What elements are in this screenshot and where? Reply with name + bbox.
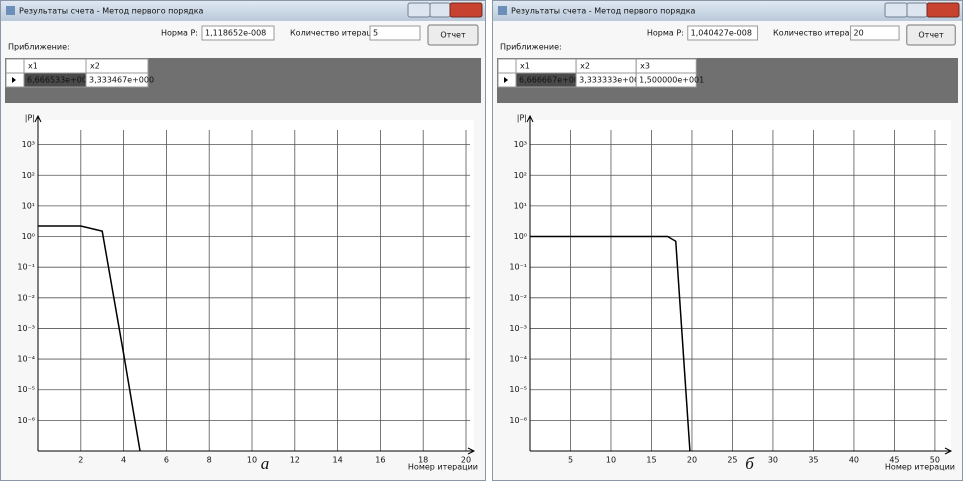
row-header	[6, 59, 24, 73]
y-tick-label: 10⁻¹	[509, 263, 527, 272]
window-title: Результаты счета - Метод первого порядка	[511, 7, 696, 16]
x-tick-label: 10	[247, 456, 257, 465]
close-button[interactable]	[450, 3, 482, 17]
y-tick-label: 10⁰	[514, 232, 527, 241]
x-tick-label: 12	[290, 456, 300, 465]
y-tick-label: 10⁻⁶	[17, 416, 35, 425]
iter-value: 20	[853, 29, 863, 38]
x-tick-label: 35	[808, 456, 818, 465]
x-tick-label: 5	[568, 456, 573, 465]
column-header-label: x3	[640, 62, 650, 71]
minimize-button[interactable]	[408, 3, 430, 17]
approx-label: Приближение:	[500, 43, 562, 52]
close-button[interactable]	[927, 3, 959, 17]
y-tick-label: 10¹	[22, 201, 35, 210]
x-axis-label: Номер итерации	[408, 463, 478, 472]
window-title: Результаты счета - Метод первого порядка	[19, 7, 204, 16]
table-cell-text: 3,333467e+000	[89, 76, 154, 85]
x-tick-label: 2	[78, 456, 83, 465]
y-tick-label: 10⁻²	[17, 293, 35, 302]
row-header	[498, 59, 516, 73]
report-button-label: Отчет	[918, 31, 944, 40]
y-axis-label: |P|	[25, 114, 35, 123]
column-header-label: x2	[90, 62, 100, 71]
x-tick-label: 15	[646, 456, 656, 465]
x-tick-label: 16	[375, 456, 385, 465]
y-tick-label: 10⁰	[22, 232, 35, 241]
y-tick-label: 10⁻¹	[17, 263, 35, 272]
x-tick-label: 6	[164, 456, 169, 465]
y-axis-label: |P|	[517, 114, 527, 123]
y-tick-label: 10¹	[514, 201, 527, 210]
caption: б	[745, 454, 754, 473]
caption: а	[261, 454, 270, 473]
x-tick-label: 10	[606, 456, 616, 465]
plot-area	[530, 120, 951, 451]
window-icon	[498, 6, 507, 15]
x-tick-label: 20	[687, 456, 697, 465]
y-tick-label: 10⁻⁵	[509, 385, 527, 394]
norm-value: 1,040427e-008	[691, 29, 752, 38]
y-tick-label: 10²	[22, 171, 35, 180]
column-header-label: x1	[520, 62, 530, 71]
x-tick-label: 30	[768, 456, 778, 465]
iter-value: 5	[373, 29, 378, 38]
column-header-label: x2	[580, 62, 590, 71]
y-tick-label: 10⁻³	[17, 324, 35, 333]
x-tick-label: 4	[121, 456, 126, 465]
y-tick-label: 10⁻⁴	[17, 355, 35, 364]
screenshot: Результаты счета - Метод первого порядка…	[0, 0, 963, 481]
minimize-button[interactable]	[885, 3, 907, 17]
y-tick-label: 10⁻⁵	[17, 385, 35, 394]
report-button-label: Отчет	[440, 31, 466, 40]
page: Результаты счета - Метод первого порядка…	[0, 0, 963, 481]
norm-label: Норма Р:	[161, 29, 198, 38]
x-tick-label: 40	[849, 456, 859, 465]
maximize-button[interactable]	[430, 3, 450, 17]
y-tick-label: 10³	[22, 140, 35, 149]
y-tick-label: 10²	[514, 171, 527, 180]
x-tick-label: 8	[207, 456, 212, 465]
x-tick-label: 25	[727, 456, 737, 465]
plot-area	[38, 120, 474, 451]
table-cell-text: 6,666533e+000	[27, 76, 92, 85]
y-tick-label: 10⁻⁶	[509, 416, 527, 425]
table-cell-text: 1,500000e+001	[639, 76, 704, 85]
column-header-label: x1	[28, 62, 38, 71]
x-tick-label: 14	[333, 456, 343, 465]
window-icon	[6, 6, 15, 15]
maximize-button[interactable]	[907, 3, 927, 17]
table-cell-text: 6,666667e+000	[519, 76, 584, 85]
y-tick-label: 10³	[514, 140, 527, 149]
y-tick-label: 10⁻⁴	[509, 355, 527, 364]
y-tick-label: 10⁻²	[509, 293, 527, 302]
table-cell-text: 3,333333e+000	[579, 76, 644, 85]
approx-label: Приближение:	[8, 43, 70, 52]
y-tick-label: 10⁻³	[509, 324, 527, 333]
norm-label: Норма Р:	[647, 29, 684, 38]
norm-value: 1,118652e-008	[205, 29, 266, 38]
x-axis-label: Номер итерации	[885, 463, 955, 472]
